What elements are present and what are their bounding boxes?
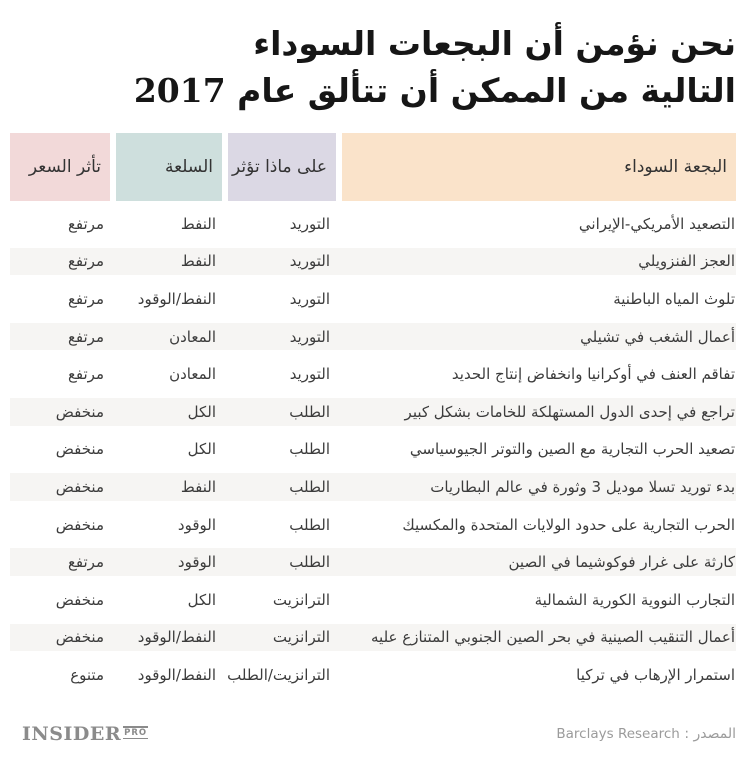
logo-pro-text: PRO	[123, 726, 149, 740]
cell-swan: استمرار الإرهاب في تركيا	[576, 665, 735, 684]
cell-swan: العجز الفنزويلي	[638, 252, 735, 271]
cell-price: منخفض	[55, 402, 104, 421]
cell-affects: الطلب	[289, 440, 330, 459]
table-header-row: البجعة السوداء على ماذا تؤثر السلعة تأثر…	[10, 133, 736, 201]
cell-swan: أعمال الشغب في تشيلي	[580, 327, 735, 346]
column-header-commodity: السلعة	[116, 133, 222, 201]
table-row: تفاقم العنف في أوكرانيا وانخفاض إنتاج ال…	[10, 355, 736, 393]
table-row: تلوث المياه الباطنية التوريد النفط/الوقود م…	[10, 280, 736, 318]
cell-commodity: النفط/الوقود	[137, 289, 216, 308]
cell-swan: أعمال التنقيب الصينية في بحر الصين الجنو…	[371, 628, 735, 647]
title-line-1: نحن نؤمن أن البجعات السوداء	[253, 24, 736, 63]
column-header-black-swan: البجعة السوداء	[342, 133, 736, 201]
logo-insider-text: INSIDER	[22, 722, 122, 745]
cell-affects: التوريد	[289, 327, 330, 346]
cell-commodity: الكل	[187, 440, 216, 459]
cell-commodity: الكل	[187, 590, 216, 609]
cell-commodity: الوقود	[177, 515, 216, 534]
cell-commodity: النفط	[180, 214, 216, 233]
cell-swan: تصعيد الحرب التجارية مع الصين والتوتر ال…	[409, 440, 735, 459]
table-row: تصعيد الحرب التجارية مع الصين والتوتر ال…	[10, 431, 736, 469]
cell-swan: الحرب التجارية على حدود الولايات المتحدة…	[402, 515, 735, 534]
cell-commodity: المعادن	[169, 327, 216, 346]
column-header-price-impact: تأثر السعر	[10, 133, 110, 201]
cell-price: مرتفع	[67, 214, 104, 233]
table-row: الحرب التجارية على حدود الولايات المتحدة…	[10, 506, 736, 544]
cell-commodity: النفط	[180, 252, 216, 271]
cell-price: متنوع	[70, 665, 104, 684]
table-row: تراجع في إحدى الدول المستهلكة للخامات بش…	[10, 393, 736, 431]
table-row: كارثة على غرار فوكوشيما في الصين الطلب الو…	[10, 543, 736, 581]
cell-commodity: النفط/الوقود	[137, 665, 216, 684]
table-row: أعمال الشغب في تشيلي التوريد المعادن مرتفع	[10, 318, 736, 356]
cell-affects: الطلب	[289, 553, 330, 572]
source-credit: المصدر : Barclays Research	[556, 726, 736, 742]
cell-price: مرتفع	[67, 289, 104, 308]
cell-affects: التوريد	[289, 289, 330, 308]
table-row: أعمال التنقيب الصينية في بحر الصين الجنو…	[10, 619, 736, 657]
cell-swan: بدء توريد تسلا موديل 3 وثورة في عالم الب…	[430, 477, 735, 496]
cell-commodity: الكل	[187, 402, 216, 421]
table-row: بدء توريد تسلا موديل 3 وثورة في عالم الب…	[10, 468, 736, 506]
cell-swan: تراجع في إحدى الدول المستهلكة للخامات بش…	[404, 402, 735, 421]
cell-price: منخفض	[55, 628, 104, 647]
cell-affects: الترانزيت	[272, 590, 330, 609]
source-label: المصدر :	[684, 725, 736, 742]
cell-swan: تفاقم العنف في أوكرانيا وانخفاض إنتاج ال…	[451, 365, 735, 384]
cell-price: مرتفع	[67, 553, 104, 572]
footer: المصدر : Barclays Research INSIDER PRO	[10, 723, 736, 745]
table-row: العجز الفنزويلي التوريد النفط مرتفع	[10, 243, 736, 281]
cell-swan: كارثة على غرار فوكوشيما في الصين	[508, 553, 735, 572]
cell-price: منخفض	[55, 590, 104, 609]
table-body: التصعيد الأمريكي-الإيراني التوريد النفط مرت…	[10, 205, 736, 694]
cell-swan: التجارب النووية الكورية الشمالية	[534, 590, 735, 609]
column-header-affects: على ماذا تؤثر	[228, 133, 336, 201]
cell-affects: الطلب	[289, 515, 330, 534]
insiderpro-logo: INSIDER PRO	[10, 722, 149, 745]
cell-affects: الطلب	[289, 402, 330, 421]
cell-commodity: النفط	[180, 477, 216, 496]
cell-affects: التوريد	[289, 252, 330, 271]
cell-price: منخفض	[55, 515, 104, 534]
cell-price: مرتفع	[67, 365, 104, 384]
cell-swan: التصعيد الأمريكي-الإيراني	[578, 214, 735, 233]
cell-price: مرتفع	[67, 252, 104, 271]
page-title: نحن نؤمن أن البجعات السوداء التالية من ا…	[10, 20, 736, 114]
cell-affects: الطلب	[289, 477, 330, 496]
cell-affects: التوريد	[289, 214, 330, 233]
title-line-2: التالية من الممكن أن تتألق عام 2017	[133, 71, 736, 110]
source-value: Barclays Research	[556, 725, 680, 742]
cell-affects: الترانزيت	[272, 628, 330, 647]
cell-affects: التوريد	[289, 365, 330, 384]
black-swans-table: البجعة السوداء على ماذا تؤثر السلعة تأثر…	[10, 133, 736, 694]
cell-commodity: النفط/الوقود	[137, 628, 216, 647]
cell-commodity: الوقود	[177, 553, 216, 572]
cell-price: منخفض	[55, 477, 104, 496]
cell-affects: الترانزيت/الطلب	[227, 665, 330, 684]
cell-price: مرتفع	[67, 327, 104, 346]
table-row: التجارب النووية الكورية الشمالية الترانزي…	[10, 581, 736, 619]
cell-swan: تلوث المياه الباطنية	[613, 289, 735, 308]
table-row: التصعيد الأمريكي-الإيراني التوريد النفط مرت…	[10, 205, 736, 243]
table-row: استمرار الإرهاب في تركيا الترانزيت/الطلب ا…	[10, 656, 736, 694]
cell-price: منخفض	[55, 440, 104, 459]
cell-commodity: المعادن	[169, 365, 216, 384]
